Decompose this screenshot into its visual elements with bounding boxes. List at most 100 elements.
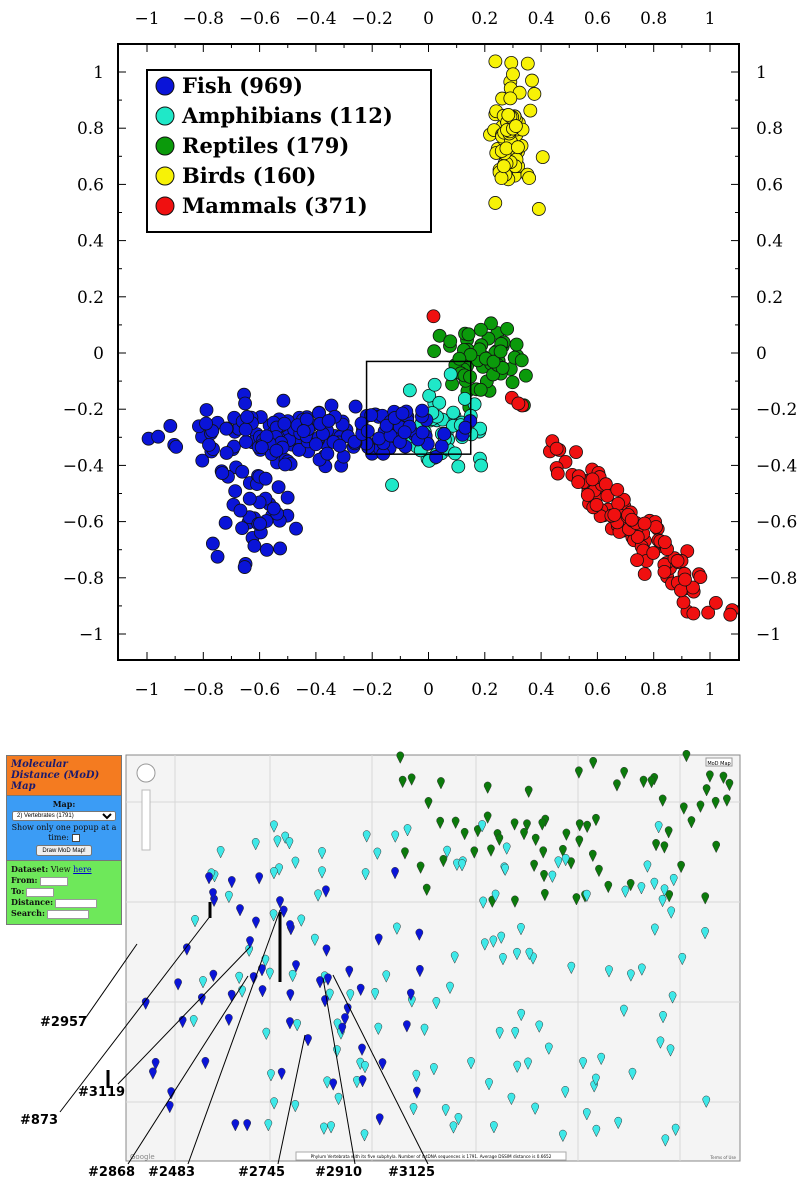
data-point [237,560,252,574]
map-pin [483,781,492,795]
map-pin [270,820,278,833]
map-pin [701,892,710,905]
data-point [202,438,216,452]
map-pin [270,867,278,880]
data-point [509,337,524,352]
y-tick-label-left: −0.2 [63,400,104,420]
map-pin [149,1067,157,1080]
data-point [422,388,437,403]
data-point [215,466,230,480]
map-pin [517,1008,526,1022]
map-pin [575,835,584,848]
map-pin [286,920,294,933]
map-pin [373,847,382,861]
data-point [569,445,583,460]
y-tick-label-left: 0.6 [77,175,104,195]
data-point [571,475,586,490]
x-tick-label-bottom: 0.6 [584,680,611,700]
map-pin [311,933,319,947]
data-point [385,478,399,492]
map-pin [656,1036,665,1049]
data-point [219,421,234,436]
x-tick-label-bottom: 0.4 [528,680,555,700]
map-pin [346,989,355,1002]
map-pin [281,831,290,845]
dataset-panel: Dataset: View here From: To: Distance: S… [6,861,122,925]
data-point [278,457,293,472]
terms-link: Terms of Use [709,1155,736,1160]
map-pin [270,1097,278,1110]
data-point [247,538,262,553]
map-select[interactable]: 2) Vertebrates (1791) [12,811,116,821]
y-tick-label-left: −0.6 [63,513,104,533]
from-field[interactable] [39,876,68,886]
map-pin [416,861,425,875]
map-pin [626,878,635,892]
map-pin [286,989,295,1002]
data-point [494,171,509,185]
map-pin [439,854,448,868]
dataset-view: View [50,865,71,874]
map-pin [575,766,583,779]
data-point [500,321,515,336]
data-point [218,515,233,530]
map-pin [554,856,563,869]
map-pin [225,1013,233,1027]
legend-entry: Birds (160) [182,163,316,188]
search-field[interactable] [46,909,89,919]
map-pin [661,1134,670,1147]
map-pin [246,936,254,949]
map-pin [361,1061,369,1074]
map-pin [396,751,405,764]
data-point [649,520,663,534]
y-tick-label-right: −1 [756,625,781,645]
map-pin [286,1017,294,1030]
dataset-link[interactable]: here [73,865,92,874]
status-bar [295,1151,567,1161]
map-pin [227,876,236,889]
distance-field[interactable] [55,898,98,908]
legend-entry: Mammals (371) [182,193,368,218]
map-pin [443,845,451,859]
data-point [276,393,291,408]
data-point [151,429,166,444]
annotation-line [322,977,356,1165]
map-pin [639,775,648,789]
map-pin [401,847,409,860]
to-field[interactable] [26,887,55,897]
data-point [239,435,253,449]
map-pin [651,923,659,936]
map-pin [329,1078,338,1091]
to-label: To: [11,886,25,896]
popup-checkbox[interactable] [71,834,80,842]
map-pin [393,922,401,935]
data-point [657,564,672,579]
legend-swatch [155,136,175,156]
data-point [493,344,508,359]
map-pin [424,797,433,810]
map-pin [592,1073,600,1087]
data-point [395,406,410,421]
data-point [309,437,323,452]
data-point [630,553,644,567]
map-pin [446,981,454,995]
map-pin [523,819,531,832]
map-pin [627,969,635,982]
map-pin [579,1057,587,1070]
map-pin [620,766,628,780]
data-point [228,484,243,499]
data-point [523,103,538,118]
legend: Fish (969) Amphibians (112) Reptiles (179)… [146,69,432,233]
x-tick-label-top: 0.8 [640,9,667,29]
data-point [670,554,685,568]
data-point [525,73,539,88]
map-pin [276,896,284,909]
draw-map-button[interactable]: Draw MoD Map! [36,845,92,856]
data-point [253,516,267,531]
map-pin [513,947,521,961]
data-point [320,446,335,461]
map-pin [495,1026,504,1040]
x-tick-label-top: −0.4 [295,9,336,29]
data-point [426,309,441,324]
map-pin [255,872,263,885]
